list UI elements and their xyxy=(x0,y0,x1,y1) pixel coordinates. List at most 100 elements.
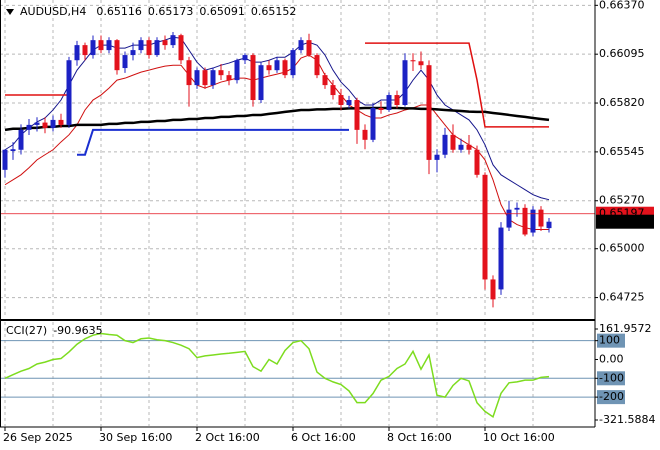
candle-body xyxy=(402,60,408,105)
candle-body xyxy=(218,70,224,76)
candle-body xyxy=(490,279,496,300)
y-tick-label: 0.64725 xyxy=(599,291,645,304)
indicator-line xyxy=(5,42,549,128)
candle-body xyxy=(10,149,16,152)
y-tick-label: -200 xyxy=(599,390,624,403)
low-value: 0.65091 xyxy=(199,5,245,18)
candle-body xyxy=(482,174,488,280)
candle-body xyxy=(250,55,256,101)
cci-line xyxy=(4,332,550,419)
y-tick-label: 0.65270 xyxy=(599,194,645,207)
candle-body xyxy=(50,119,56,128)
candle-body xyxy=(474,149,480,175)
candle-body xyxy=(466,144,472,150)
candle-body xyxy=(226,75,232,81)
high-value: 0.65173 xyxy=(148,5,194,18)
y-tick-label: 161.9572 xyxy=(599,322,652,335)
candle-body xyxy=(74,45,80,61)
candle-body xyxy=(114,40,120,71)
candle-body xyxy=(186,60,192,86)
symbol: AUDUSD,H4 xyxy=(20,5,86,18)
candle-body xyxy=(82,45,88,56)
candle-body xyxy=(138,40,144,51)
x-tick-label: 10 Oct 16:00 xyxy=(483,431,555,444)
candle-body xyxy=(354,100,360,130)
indicator-line xyxy=(4,54,549,231)
y-tick-label: 0.00 xyxy=(599,352,624,365)
candle-body xyxy=(26,124,32,130)
candle-body xyxy=(34,122,40,125)
candle-body xyxy=(306,40,312,56)
candle-body xyxy=(522,207,528,235)
candle-body xyxy=(122,55,128,69)
price-label: 0.65152 xyxy=(599,215,645,228)
y-tick-label: 0.65000 xyxy=(599,242,645,255)
candle-body xyxy=(282,60,288,76)
candle-body xyxy=(338,95,344,105)
level-label-box xyxy=(597,371,625,386)
candle-body xyxy=(322,75,328,86)
candle-body xyxy=(378,108,384,110)
candle-body xyxy=(18,129,24,150)
candle-body xyxy=(538,209,544,227)
x-tick-label: 8 Oct 16:00 xyxy=(387,431,452,444)
x-tick-label: 26 Sep 2025 xyxy=(3,431,73,444)
layer: 0.66370 0.66095 0.65820 0.65545 0.65270 0.650… xyxy=(0,0,655,444)
candle-body xyxy=(514,207,520,210)
candle-body xyxy=(258,65,264,101)
candle-body xyxy=(266,65,272,71)
y-tick-label: 0.65545 xyxy=(599,145,645,158)
level-label-box xyxy=(597,333,625,348)
candle-body xyxy=(274,60,280,71)
candle-body xyxy=(194,70,200,86)
candle-body xyxy=(370,108,376,140)
candle-body xyxy=(106,40,112,51)
candle-body xyxy=(442,134,448,155)
candle-body xyxy=(170,35,176,46)
level-label-box xyxy=(597,390,625,405)
price-label-box xyxy=(596,214,654,229)
open-value: 0.65116 xyxy=(96,5,142,18)
candle-body xyxy=(426,65,432,160)
candle-body xyxy=(498,227,504,290)
candle-body xyxy=(154,40,160,56)
candle-body xyxy=(394,95,400,105)
candle-body xyxy=(410,60,416,62)
candle-body xyxy=(314,55,320,76)
candle-body xyxy=(362,129,368,140)
x-tick-label: 30 Sep 16:00 xyxy=(99,431,172,444)
candle-body xyxy=(90,40,96,56)
header: AUDUSD,H4 0.65116 0.65173 0.65091 0.65152 xyxy=(20,5,296,18)
candle-body xyxy=(346,100,352,105)
indicator-line xyxy=(77,128,349,156)
candle-body xyxy=(506,209,512,228)
candle-body xyxy=(146,40,152,56)
y-tick-label: 0.66095 xyxy=(599,47,645,60)
candle-body xyxy=(202,70,208,86)
x-tick-label: 2 Oct 16:00 xyxy=(195,431,260,444)
y-tick-label: -321.5884 xyxy=(599,413,655,426)
candle-body xyxy=(58,119,64,125)
candle-body xyxy=(242,55,248,61)
candle-body xyxy=(234,60,240,81)
cci-title: CCI(27) xyxy=(6,324,47,337)
y-tick-label: 100 xyxy=(599,334,620,347)
close-value: 0.65152 xyxy=(251,5,297,18)
candle-body xyxy=(434,154,440,160)
candle-body xyxy=(546,221,552,229)
candle-body xyxy=(42,122,48,128)
candle-body xyxy=(386,95,392,110)
candle-body xyxy=(530,209,536,233)
indicator-line xyxy=(4,106,550,132)
candle-body xyxy=(130,50,136,56)
candle-body xyxy=(330,85,336,96)
candle-body xyxy=(450,134,456,150)
candle-body xyxy=(98,40,104,51)
menu-arrow xyxy=(6,9,14,15)
x-tick-label: 6 Oct 16:00 xyxy=(291,431,356,444)
candle-body xyxy=(418,61,424,66)
candle-body xyxy=(2,149,8,170)
candle-body xyxy=(458,144,464,150)
cci-value: -90.9635 xyxy=(53,324,102,337)
